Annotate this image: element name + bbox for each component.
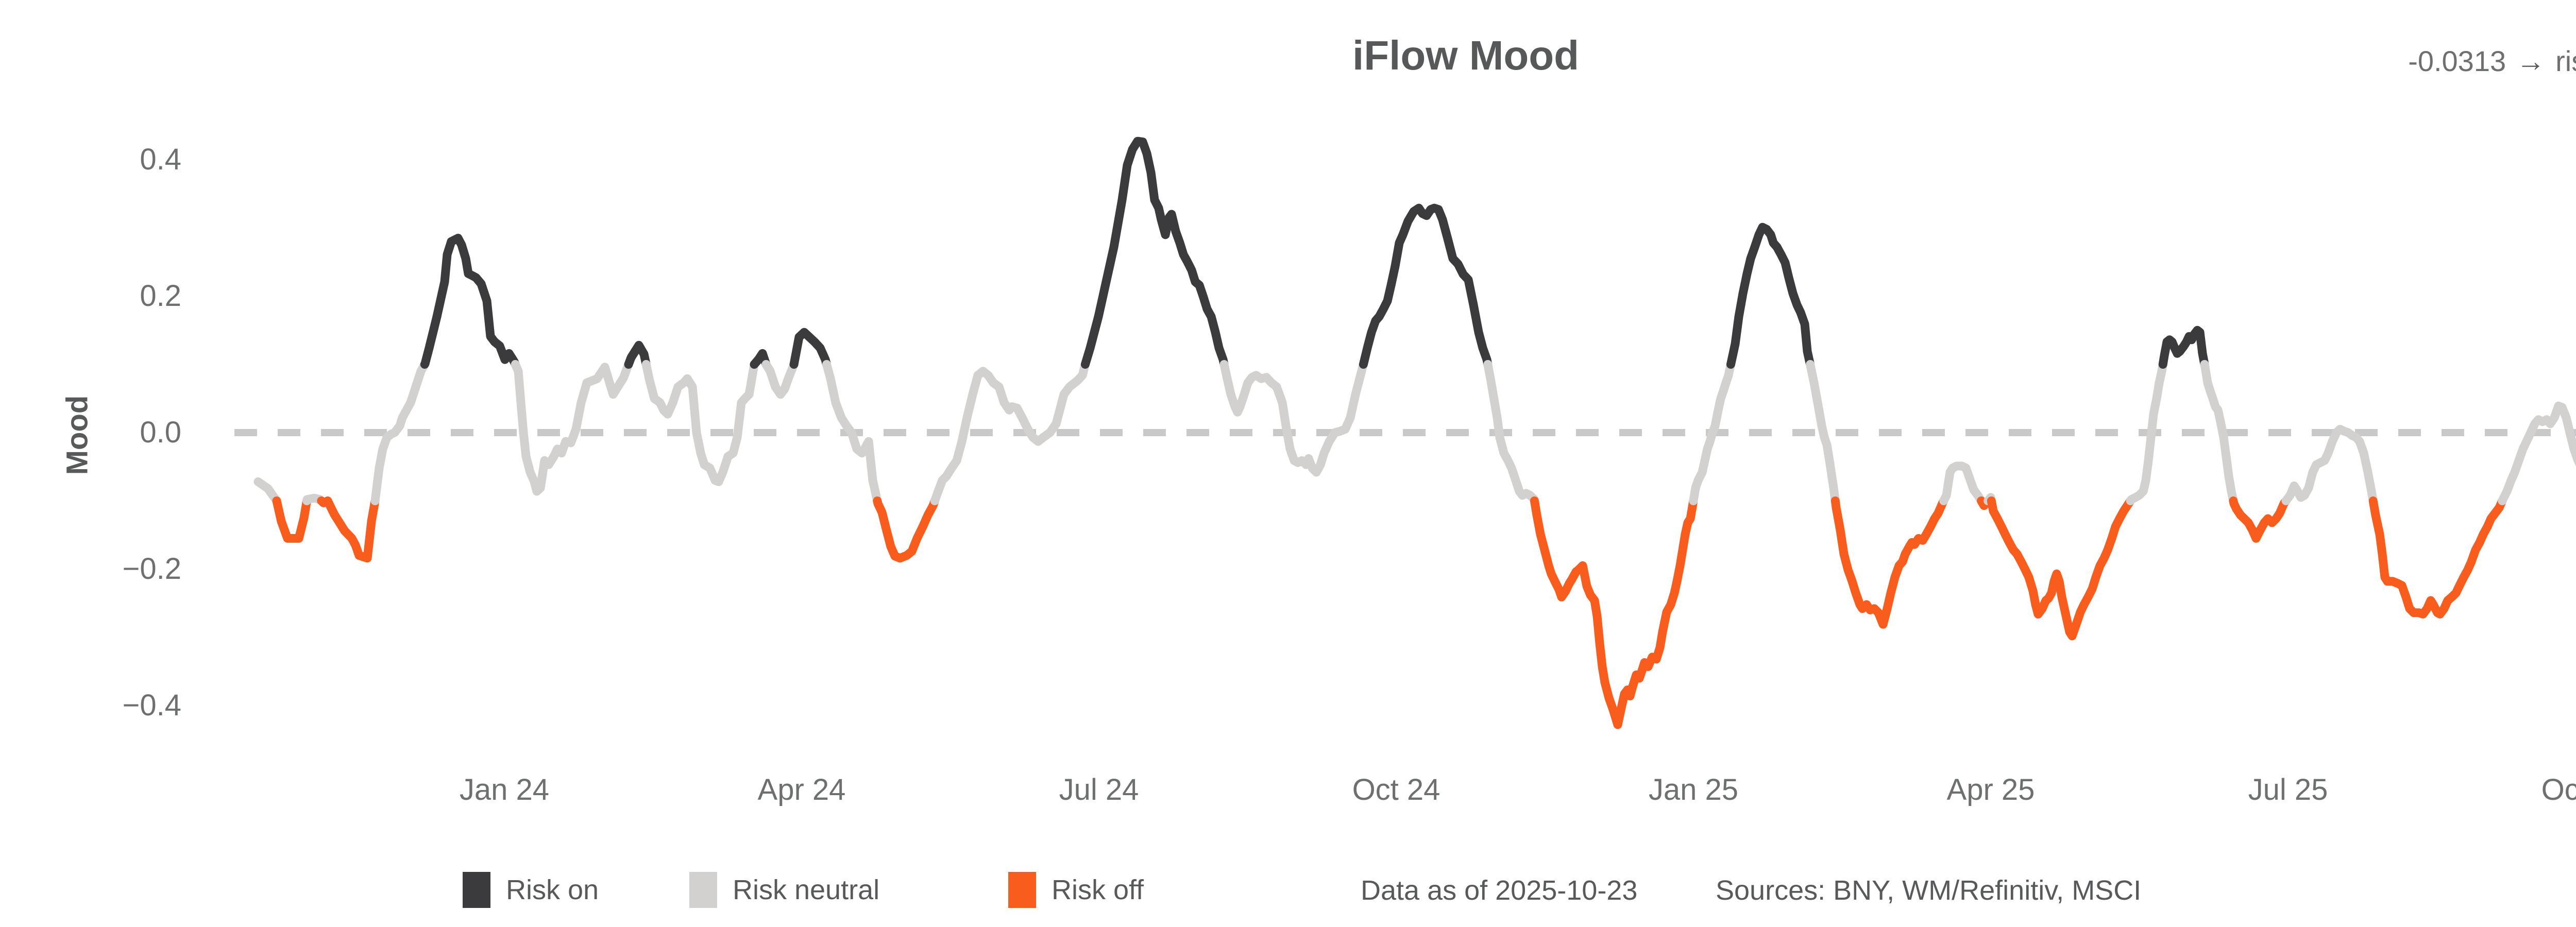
line-segment-risk-on (420, 233, 520, 369)
line-segment-risk-on (789, 328, 831, 369)
legend-item-risk-off: Risk off (1008, 871, 1144, 908)
line-segment-risk-on (1359, 203, 1493, 369)
line-segment-risk-neutral (761, 360, 799, 399)
line-segment-risk-neutral (641, 360, 759, 486)
x-tick-label-jan-24: Jan 24 (459, 773, 550, 806)
legend-label: Risk neutral (733, 874, 880, 905)
line-segment-risk-off (1987, 496, 2135, 641)
line-segment-risk-neutral (930, 360, 1090, 505)
x-tick-label-oct-24: Oct 24 (1352, 773, 1440, 806)
line-segment-risk-neutral (1483, 360, 1539, 505)
line-segment-risk-neutral (511, 360, 633, 496)
legend-swatch-risk-off (1008, 872, 1036, 908)
line-segment-risk-off (1530, 496, 1698, 729)
legend-label: Risk off (1052, 874, 1144, 905)
x-tick-label-oct-25: Oct 25 (2541, 773, 2576, 806)
data-as-of-note: Data as of 2025-10-23 (1361, 875, 1638, 906)
line-segment-risk-on (624, 340, 651, 369)
legend-item-risk-on: Risk on (463, 871, 599, 908)
line-segment-risk-off (317, 496, 380, 563)
x-tick-label-apr-25: Apr 25 (1946, 773, 2035, 806)
x-tick-label-jan-25: Jan 25 (1648, 773, 1739, 806)
y-tick-label: 0.2 (140, 279, 181, 313)
line-segment-risk-on (2158, 325, 2209, 369)
line-segment-risk-neutral (822, 360, 882, 505)
line-segment-risk-off (1831, 496, 1948, 629)
y-tick-label: 0.4 (140, 143, 181, 176)
legend-swatch-risk-neutral (689, 872, 717, 908)
x-tick-label-jul-25: Jul 25 (2248, 773, 2328, 806)
line-segment-risk-neutral (2200, 360, 2238, 505)
line-segment-risk-neutral (1939, 461, 1986, 505)
arrow-right-icon: → (2516, 45, 2546, 77)
x-tick-label-jul-24: Jul 24 (1059, 773, 1139, 806)
legend-label: Risk on (506, 874, 599, 905)
line-segment-risk-neutral (2498, 401, 2576, 505)
line-segment-risk-on (1726, 222, 1815, 369)
line-segment-risk-on (750, 349, 771, 369)
line-segment-risk-neutral (1689, 360, 1735, 505)
line-segment-risk-on (1080, 136, 1229, 369)
legend-swatch-risk-on (463, 872, 490, 908)
sources-note: Sources: BNY, WM/Refinitiv, MSCI (1716, 875, 2142, 906)
line-segment-risk-neutral (2281, 424, 2378, 505)
line-segment-risk-off (873, 496, 939, 563)
chart-title: iFlow Mood (1352, 32, 1579, 78)
line-segment-risk-off (2229, 496, 2291, 543)
line-segment-risk-neutral (1806, 360, 1840, 505)
line-segment-risk-neutral (253, 477, 281, 505)
line-segment-risk-neutral (370, 360, 429, 505)
line-segment-risk-neutral (1219, 360, 1368, 477)
latest-value-annotation: -0.0313 → risk neutral (2408, 44, 2576, 78)
latest-state-label: risk neutral (2555, 45, 2576, 77)
y-tick-label: 0.0 (140, 416, 181, 449)
y-tick-label: −0.2 (122, 552, 182, 586)
line-segment-risk-off (272, 496, 312, 543)
line-segment-risk-off (2368, 496, 2507, 619)
line-segment-risk-neutral (2126, 360, 2167, 505)
legend-item-risk-neutral: Risk neutral (689, 871, 879, 908)
latest-value: -0.0313 (2408, 45, 2506, 77)
x-tick-label-apr-24: Apr 24 (757, 773, 846, 806)
y-tick-label: −0.4 (122, 689, 182, 722)
